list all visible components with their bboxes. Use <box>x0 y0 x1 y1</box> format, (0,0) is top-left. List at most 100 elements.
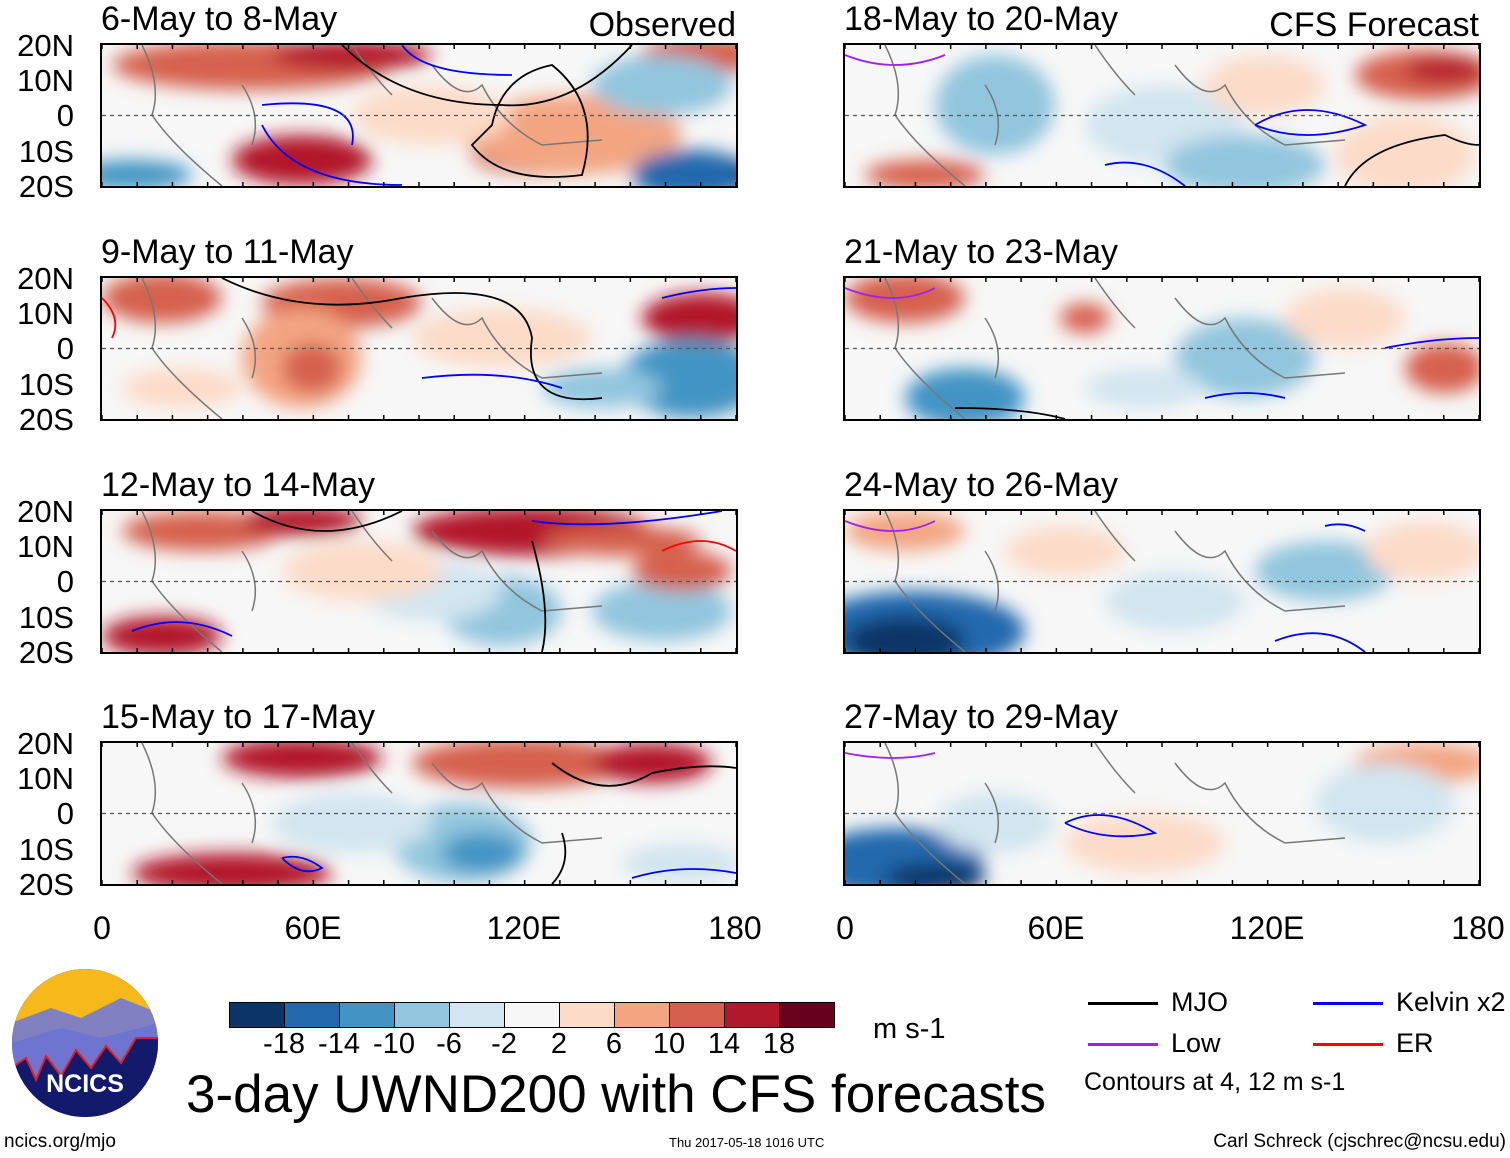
column-label: CFS Forecast <box>1269 6 1479 44</box>
units-label: m s-1 <box>873 1013 946 1045</box>
contour-line <box>221 278 603 401</box>
map-panel <box>100 741 738 886</box>
footer-url: ncics.org/mjo <box>4 1131 116 1152</box>
wind-anomaly-region <box>1405 343 1479 393</box>
panel-title: 9-May to 11-May <box>101 233 354 271</box>
wind-anomaly-region <box>1365 521 1479 581</box>
map-panel <box>100 509 738 654</box>
map-plot <box>845 278 1479 419</box>
x-tick-label: 180 <box>708 910 762 946</box>
column-label: Observed <box>588 6 736 44</box>
wind-anomaly-region <box>222 743 382 778</box>
map-plot <box>102 45 736 186</box>
wind-anomaly-region <box>845 278 965 323</box>
footer-timestamp: Thu 2017-05-18 1016 UTC <box>669 1135 825 1150</box>
wind-anomaly-region <box>1255 541 1395 601</box>
svg-text:NCICS: NCICS <box>46 1070 124 1098</box>
colorbar-tick-label: -14 <box>318 1028 360 1060</box>
wind-anomaly-region <box>1315 763 1455 843</box>
legend-line <box>1088 1002 1158 1005</box>
x-tick-label: 0 <box>93 910 111 946</box>
map-panel <box>100 276 738 421</box>
contour-line <box>251 511 403 532</box>
wind-anomaly-region <box>1065 813 1225 873</box>
contour-line <box>1324 523 1366 532</box>
wind-anomaly-region <box>865 160 985 186</box>
contour-line <box>131 621 233 637</box>
colorbar-swatch <box>670 1003 725 1027</box>
wind-anomaly-region <box>1105 571 1245 631</box>
wind-anomaly-region <box>592 581 732 641</box>
contour-line <box>1344 134 1479 186</box>
map-plot <box>102 743 736 884</box>
wind-anomaly-region <box>542 526 702 556</box>
wind-anomaly-region <box>632 551 732 591</box>
colorbar-tick-label: -2 <box>491 1028 517 1060</box>
wind-anomaly-region <box>905 368 1025 419</box>
map-panel <box>100 43 738 188</box>
contour-line <box>531 540 547 652</box>
y-tick-label: 10N <box>17 296 74 332</box>
panel-title: 18-May to 20-May <box>844 0 1118 38</box>
y-tick-label: 10S <box>18 831 74 867</box>
contour-line <box>631 868 736 879</box>
y-tick-label: 20N <box>17 261 74 296</box>
wind-anomaly-region <box>282 343 342 393</box>
wind-anomaly-region <box>272 793 432 853</box>
contour-line <box>661 540 736 552</box>
colorbar <box>229 1002 835 1028</box>
contour-line <box>281 855 324 873</box>
contour-line <box>845 752 936 759</box>
map-plot <box>102 278 736 419</box>
colorbar-swatch <box>725 1003 780 1027</box>
contour-line <box>1204 392 1286 399</box>
colorbar-tick-label: -10 <box>373 1028 415 1060</box>
wind-anomaly-region <box>412 308 592 368</box>
map-panel <box>843 741 1481 886</box>
x-tick-label: 60E <box>284 910 342 946</box>
footer-author: Carl Schreck (cjschrec@ncsu.edu) <box>1213 1131 1506 1152</box>
wind-anomaly-region <box>1175 318 1315 398</box>
y-tick-label: 20N <box>17 28 74 63</box>
wind-anomaly-region <box>272 45 432 70</box>
wind-anomaly-region <box>935 793 1055 853</box>
map-plot <box>845 45 1479 186</box>
contour-line <box>102 297 117 339</box>
y-tick-label: 10N <box>17 761 74 797</box>
wind-anomaly-region <box>1285 288 1405 348</box>
y-tick-label: 20S <box>18 866 74 902</box>
wind-anomaly-region <box>642 293 736 343</box>
colorbar-swatch <box>450 1003 505 1027</box>
colorbar-swatch <box>340 1003 395 1027</box>
y-tick-label: 0 <box>56 98 74 134</box>
map-plot <box>102 511 736 652</box>
panel-title: 27-May to 29-May <box>844 698 1118 736</box>
legend-label: ER <box>1396 1028 1434 1058</box>
colorbar-swatch <box>780 1003 834 1027</box>
contour-line <box>1254 109 1368 136</box>
contour-line <box>401 45 513 76</box>
panel-title: 24-May to 26-May <box>844 466 1118 504</box>
x-tick-label: 120E <box>486 910 562 946</box>
y-tick-label: 0 <box>56 331 74 367</box>
ncics-logo: NCICS <box>11 968 159 1118</box>
map-panel <box>843 276 1481 421</box>
y-tick-label: 20S <box>18 168 74 204</box>
contour-line <box>1384 337 1479 349</box>
wind-anomaly-region <box>102 278 222 323</box>
wind-anomaly-region <box>102 160 192 186</box>
y-tick-label: 10S <box>18 366 74 402</box>
legend-label: Low <box>1171 1028 1221 1058</box>
wind-anomaly-region <box>1335 115 1475 186</box>
x-tick-label: 120E <box>1229 910 1305 946</box>
wind-anomaly-region <box>282 541 442 601</box>
colorbar-tick-label: 2 <box>550 1028 568 1060</box>
panel-title: 6-May to 8-May <box>101 0 338 38</box>
chart-title: 3-day UWND200 with CFS forecasts <box>186 1065 1047 1124</box>
wind-anomaly-region <box>592 55 732 115</box>
contour-line <box>1104 161 1186 186</box>
y-tick-label: 10N <box>17 63 74 99</box>
colorbar-tick-label: 18 <box>762 1028 796 1060</box>
wind-anomaly-region <box>1205 55 1325 115</box>
wind-anomaly-region <box>1165 135 1325 186</box>
